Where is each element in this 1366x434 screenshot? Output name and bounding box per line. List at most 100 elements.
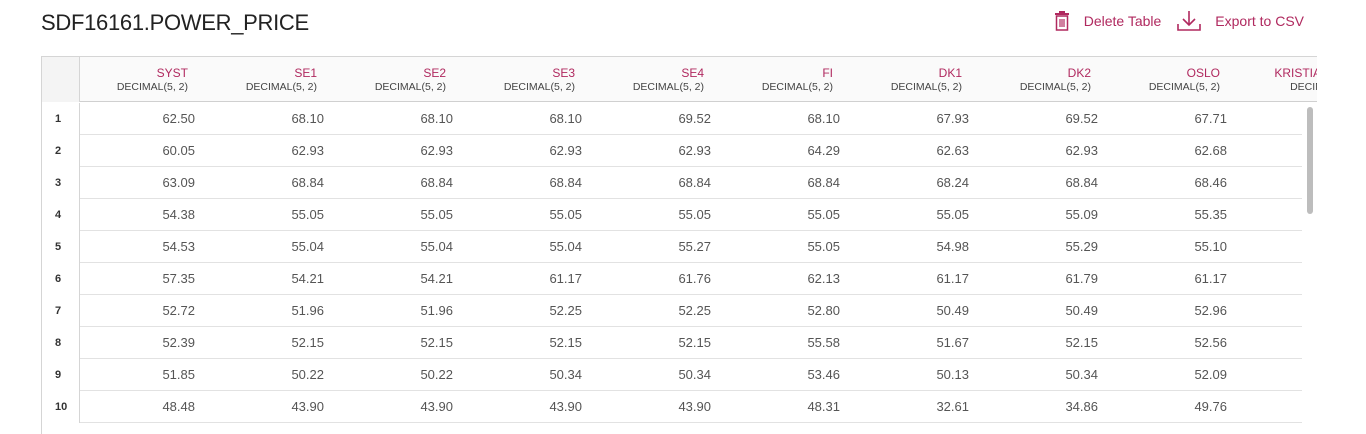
table-cell[interactable]: 55.05 <box>678 207 711 222</box>
column-header[interactable]: DK2 DECIMAL(5, 2) <box>983 57 1112 102</box>
table-row[interactable]: 6 57.35 54.21 54.21 61.17 61.76 62.13 61.17 61.7… <box>42 263 1302 295</box>
column-header[interactable]: KRISTIANSA.DECIMAL(5, <box>1241 57 1317 102</box>
table-cell[interactable]: 67.71 <box>1194 111 1227 126</box>
column-header[interactable]: SE3 DECIMAL(5, 2) <box>467 57 596 102</box>
table-cell[interactable]: 68.10 <box>807 111 840 126</box>
table-cell[interactable]: 62.93 <box>420 143 453 158</box>
table-row[interactable]: 7 52.72 51.96 51.96 52.25 52.25 52.80 50.49 50.4… <box>42 295 1302 327</box>
table-cell[interactable]: 51.85 <box>162 367 195 382</box>
table-cell[interactable]: 48.48 <box>162 399 195 414</box>
table-cell[interactable]: 62.50 <box>162 111 195 126</box>
export-csv-button[interactable]: Export to CSV <box>1177 10 1304 32</box>
table-cell[interactable]: 62.93 <box>1065 143 1098 158</box>
table-cell[interactable]: 55.05 <box>291 207 324 222</box>
table-cell[interactable]: 32.61 <box>936 399 969 414</box>
table-cell[interactable]: 67.93 <box>936 111 969 126</box>
table-cell[interactable]: 55.05 <box>936 207 969 222</box>
table-cell[interactable]: 68.46 <box>1194 175 1227 190</box>
column-header[interactable]: DK1 DECIMAL(5, 2) <box>854 57 983 102</box>
table-cell[interactable]: 52.15 <box>420 335 453 350</box>
table-cell[interactable]: 55.29 <box>1065 239 1098 254</box>
table-row[interactable]: 2 60.05 62.93 62.93 62.93 62.93 64.29 62.63 62.9… <box>42 135 1302 167</box>
table-cell[interactable]: 68.10 <box>291 111 324 126</box>
table-cell[interactable]: 52.39 <box>162 335 195 350</box>
column-header[interactable]: OSLO DECIMAL(5, 2) <box>1112 57 1241 102</box>
table-cell[interactable]: 50.22 <box>420 367 453 382</box>
table-cell[interactable]: 62.93 <box>549 143 582 158</box>
table-cell[interactable]: 50.34 <box>678 367 711 382</box>
table-cell[interactable]: 55.05 <box>420 207 453 222</box>
table-cell[interactable]: 52.96 <box>1194 303 1227 318</box>
table-cell[interactable]: 54.38 <box>162 207 195 222</box>
table-cell[interactable]: 68.84 <box>807 175 840 190</box>
table-cell[interactable]: 62.13 <box>807 271 840 286</box>
table-cell[interactable]: 55.35 <box>1194 207 1227 222</box>
table-cell[interactable]: 52.25 <box>549 303 582 318</box>
table-cell[interactable]: 60.05 <box>162 143 195 158</box>
table-cell[interactable]: 61.17 <box>1194 271 1227 286</box>
table-row[interactable]: 5 54.53 55.04 55.04 55.04 55.27 55.05 54.98 55.2… <box>42 231 1302 263</box>
table-cell[interactable]: 55.04 <box>549 239 582 254</box>
table-cell[interactable]: 63.09 <box>162 175 195 190</box>
table-cell[interactable]: 69.52 <box>1065 111 1098 126</box>
table-cell[interactable]: 52.72 <box>162 303 195 318</box>
table-cell[interactable]: 50.22 <box>291 367 324 382</box>
table-cell[interactable]: 54.98 <box>936 239 969 254</box>
table-cell[interactable]: 52.80 <box>807 303 840 318</box>
table-cell[interactable]: 43.90 <box>549 399 582 414</box>
table-cell[interactable]: 52.15 <box>678 335 711 350</box>
table-cell[interactable]: 55.10 <box>1194 239 1227 254</box>
table-cell[interactable]: 64.29 <box>807 143 840 158</box>
table-cell[interactable]: 68.84 <box>549 175 582 190</box>
table-cell[interactable]: 51.96 <box>291 303 324 318</box>
table-row[interactable]: 3 63.09 68.84 68.84 68.84 68.84 68.84 68.24 68.8… <box>42 167 1302 199</box>
table-cell[interactable]: 50.34 <box>549 367 582 382</box>
table-cell[interactable]: 55.58 <box>807 335 840 350</box>
table-cell[interactable]: 52.25 <box>678 303 711 318</box>
table-cell[interactable]: 52.56 <box>1194 335 1227 350</box>
table-cell[interactable]: 68.10 <box>420 111 453 126</box>
table-cell[interactable]: 43.90 <box>291 399 324 414</box>
column-header[interactable]: SE1 DECIMAL(5, 2) <box>209 57 338 102</box>
column-header[interactable]: SYST DECIMAL(5, 2) <box>80 57 209 102</box>
table-cell[interactable]: 55.04 <box>291 239 324 254</box>
table-cell[interactable]: 62.63 <box>936 143 969 158</box>
table-row[interactable]: 4 54.38 55.05 55.05 55.05 55.05 55.05 55.05 55.0… <box>42 199 1302 231</box>
table-cell[interactable]: 61.17 <box>549 271 582 286</box>
table-cell[interactable]: 62.68 <box>1194 143 1227 158</box>
table-cell[interactable]: 61.79 <box>1065 271 1098 286</box>
delete-table-button[interactable]: Delete Table <box>1054 11 1161 31</box>
table-cell[interactable]: 68.84 <box>1065 175 1098 190</box>
table-cell[interactable]: 55.05 <box>549 207 582 222</box>
table-cell[interactable]: 52.15 <box>549 335 582 350</box>
table-cell[interactable]: 54.21 <box>420 271 453 286</box>
table-cell[interactable]: 48.31 <box>807 399 840 414</box>
table-cell[interactable]: 55.04 <box>420 239 453 254</box>
table-cell[interactable]: 55.27 <box>678 239 711 254</box>
table-cell[interactable]: 68.84 <box>420 175 453 190</box>
column-header[interactable]: FI DECIMAL(5, 2) <box>725 57 854 102</box>
table-cell[interactable]: 61.76 <box>678 271 711 286</box>
table-cell[interactable]: 51.67 <box>936 335 969 350</box>
table-cell[interactable]: 54.53 <box>162 239 195 254</box>
table-cell[interactable]: 62.93 <box>678 143 711 158</box>
table-cell[interactable]: 54.21 <box>291 271 324 286</box>
table-row[interactable]: 1 62.50 68.10 68.10 68.10 69.52 68.10 67.93 69.5… <box>42 103 1302 135</box>
table-cell[interactable]: 61.17 <box>936 271 969 286</box>
table-cell[interactable]: 52.09 <box>1194 367 1227 382</box>
table-cell[interactable]: 62.93 <box>291 143 324 158</box>
column-header[interactable]: SE4 DECIMAL(5, 2) <box>596 57 725 102</box>
table-row[interactable]: 10 48.48 43.90 43.90 43.90 43.90 48.31 32.61 34.… <box>42 391 1302 423</box>
table-cell[interactable]: 53.46 <box>807 367 840 382</box>
table-cell[interactable]: 55.09 <box>1065 207 1098 222</box>
table-cell[interactable]: 68.84 <box>291 175 324 190</box>
table-cell[interactable]: 52.15 <box>1065 335 1098 350</box>
column-header[interactable]: SE2 DECIMAL(5, 2) <box>338 57 467 102</box>
table-cell[interactable]: 68.84 <box>678 175 711 190</box>
table-row[interactable]: 8 52.39 52.15 52.15 52.15 52.15 55.58 51.67 52.1… <box>42 327 1302 359</box>
table-cell[interactable]: 57.35 <box>162 271 195 286</box>
table-cell[interactable]: 69.52 <box>678 111 711 126</box>
table-cell[interactable]: 50.49 <box>1065 303 1098 318</box>
table-cell[interactable]: 50.34 <box>1065 367 1098 382</box>
table-cell[interactable]: 43.90 <box>678 399 711 414</box>
